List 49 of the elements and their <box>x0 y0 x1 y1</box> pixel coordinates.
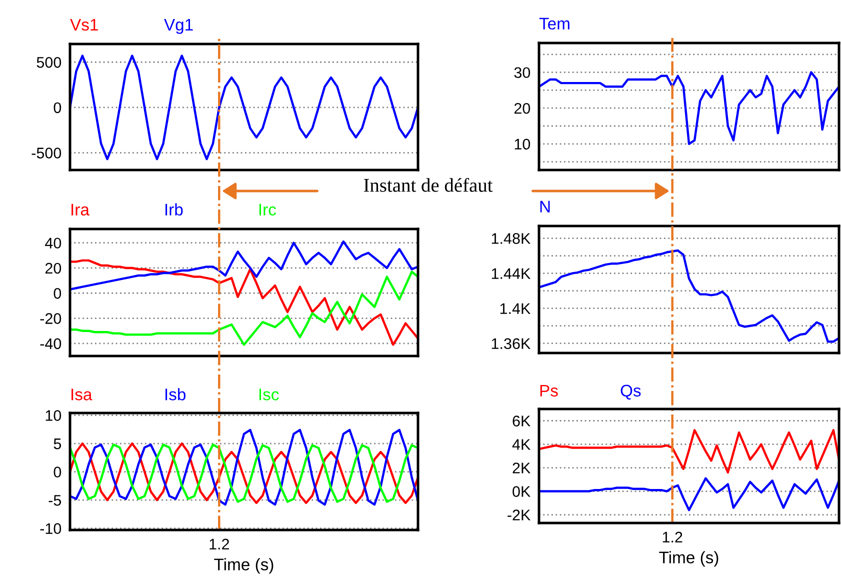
y-tick-label: 0K <box>512 486 530 497</box>
y-tick-label: 5 <box>54 438 62 450</box>
y-tick-label: 10 <box>514 138 530 150</box>
text: Isb <box>166 388 186 400</box>
x-tick-label: 1.2 <box>210 538 229 550</box>
x-axis-title: Time (s) <box>659 551 718 567</box>
y-tick-label: 10 <box>46 410 62 421</box>
text: Ira <box>72 204 90 216</box>
text: N <box>540 200 550 212</box>
text: Irc <box>259 204 276 216</box>
x-axis-title: Time (s) <box>214 558 274 574</box>
y-tick-label: -5 <box>48 495 62 506</box>
y-tick-label: 30 <box>514 67 530 78</box>
y-tick-label: 1.48K <box>492 233 530 244</box>
y-tick-label: -500 <box>32 148 62 158</box>
y-tick-label: 40 <box>45 238 62 249</box>
text: Ps <box>540 384 558 397</box>
y-tick-label: -2K <box>508 510 530 520</box>
text: Tem <box>539 18 570 30</box>
text: Isa <box>72 388 92 400</box>
y-tick-label: 1.44K <box>492 268 530 279</box>
line-series <box>539 249 839 343</box>
line-series <box>539 71 839 145</box>
legend-label: Vs1 <box>70 18 98 31</box>
y-tick-label: 6K <box>512 416 530 426</box>
y-tick-label: 1.36K <box>492 338 530 350</box>
y-tick-label: 0 <box>54 466 62 478</box>
y-tick-label: -20 <box>40 313 62 324</box>
y-tick-label: 20 <box>514 102 530 114</box>
line-series <box>70 240 418 290</box>
y-tick-label: 1.4K <box>500 303 530 314</box>
y-tick-label: 0 <box>54 288 62 299</box>
y-tick-label: 4K <box>512 439 530 450</box>
line-series <box>539 477 839 512</box>
line-series <box>539 429 839 474</box>
text: Isc <box>259 388 279 400</box>
line-series <box>70 428 418 506</box>
y-tick-label: 0 <box>54 102 62 114</box>
y-tick-label: -40 <box>40 338 62 350</box>
y-tick-label: 500 <box>36 56 62 68</box>
series-label: Vg1 <box>164 18 193 34</box>
text: Irb <box>166 203 183 216</box>
text: Qs <box>620 384 641 400</box>
line-series <box>70 54 418 160</box>
y-tick-label: 2K <box>512 462 530 474</box>
x-tick-label: 1.2 <box>662 532 682 542</box>
text: Instant de défaut <box>364 178 493 192</box>
y-tick-label: 20 <box>45 262 62 274</box>
y-tick-label: -10 <box>40 523 62 534</box>
